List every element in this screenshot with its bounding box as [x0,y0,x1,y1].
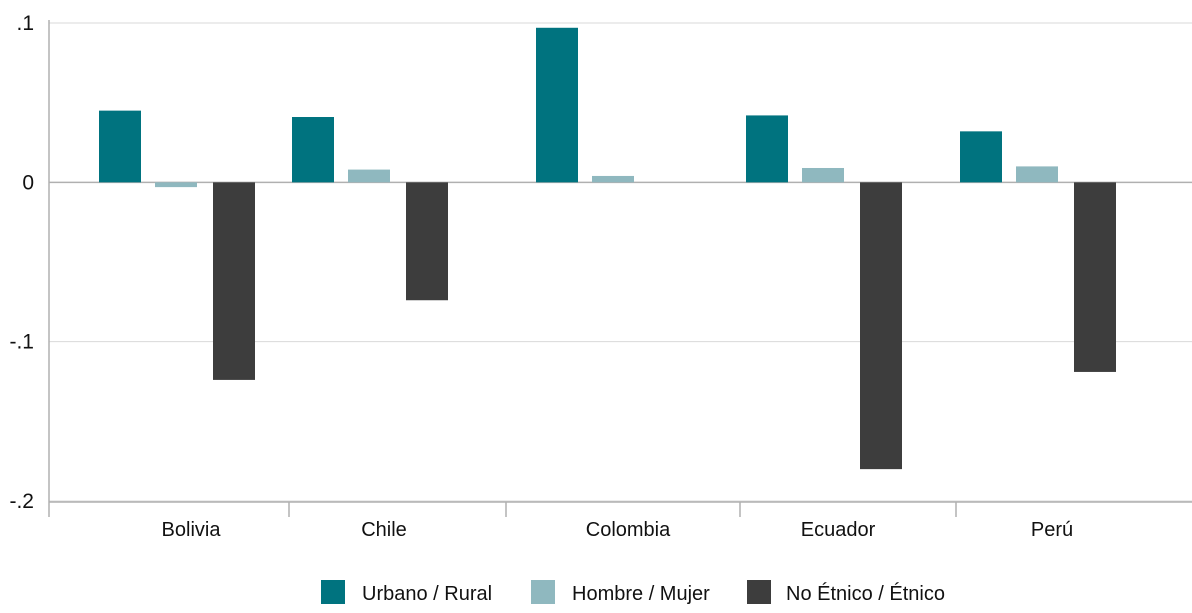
bar-chile-series-0 [292,117,334,183]
axes [48,20,1192,517]
bar-bolivia-series-1 [155,182,197,188]
bar-chile-series-1 [348,169,390,183]
legend-label-2: No Étnico / Étnico [786,582,945,605]
bar-ecuador-series-0 [746,115,788,183]
bar-colombia-series-1 [592,175,634,183]
bar-perú-series-0 [960,131,1002,183]
bar-ecuador-series-1 [802,167,844,183]
bar-chile-series-2 [406,182,448,301]
legend-swatch-0 [321,580,345,604]
x-category-label: Perú [1031,519,1073,541]
x-category-label: Chile [361,519,407,541]
bar-ecuador-series-2 [860,182,902,470]
bars [99,27,1116,470]
legend-label-0: Urbano / Rural [362,583,492,605]
legend-label-1: Hombre / Mujer [572,583,710,605]
bar-colombia-series-0 [536,27,578,183]
y-tick-label: -.2 [9,490,34,513]
bar-perú-series-2 [1074,182,1116,372]
bar-perú-series-1 [1016,166,1058,183]
y-tick-label: 0 [22,171,34,194]
legend-swatch-2 [747,580,771,604]
x-category-label: Bolivia [162,519,222,541]
y-tick-label: -.1 [9,331,34,354]
axis-labels: .1 0 -.1 -.2 Bolivia Chile Colombia Ecuador Perú [9,12,1073,541]
x-category-label: Colombia [586,519,671,541]
x-category-label: Ecuador [801,519,876,541]
bar-bolivia-series-2 [213,182,255,380]
legend-swatch-1 [531,580,555,604]
bar-bolivia-series-0 [99,110,141,183]
legend: Urbano / Rural Hombre / Mujer No Étnico / … [321,580,945,605]
y-tick-label: .1 [16,12,34,35]
